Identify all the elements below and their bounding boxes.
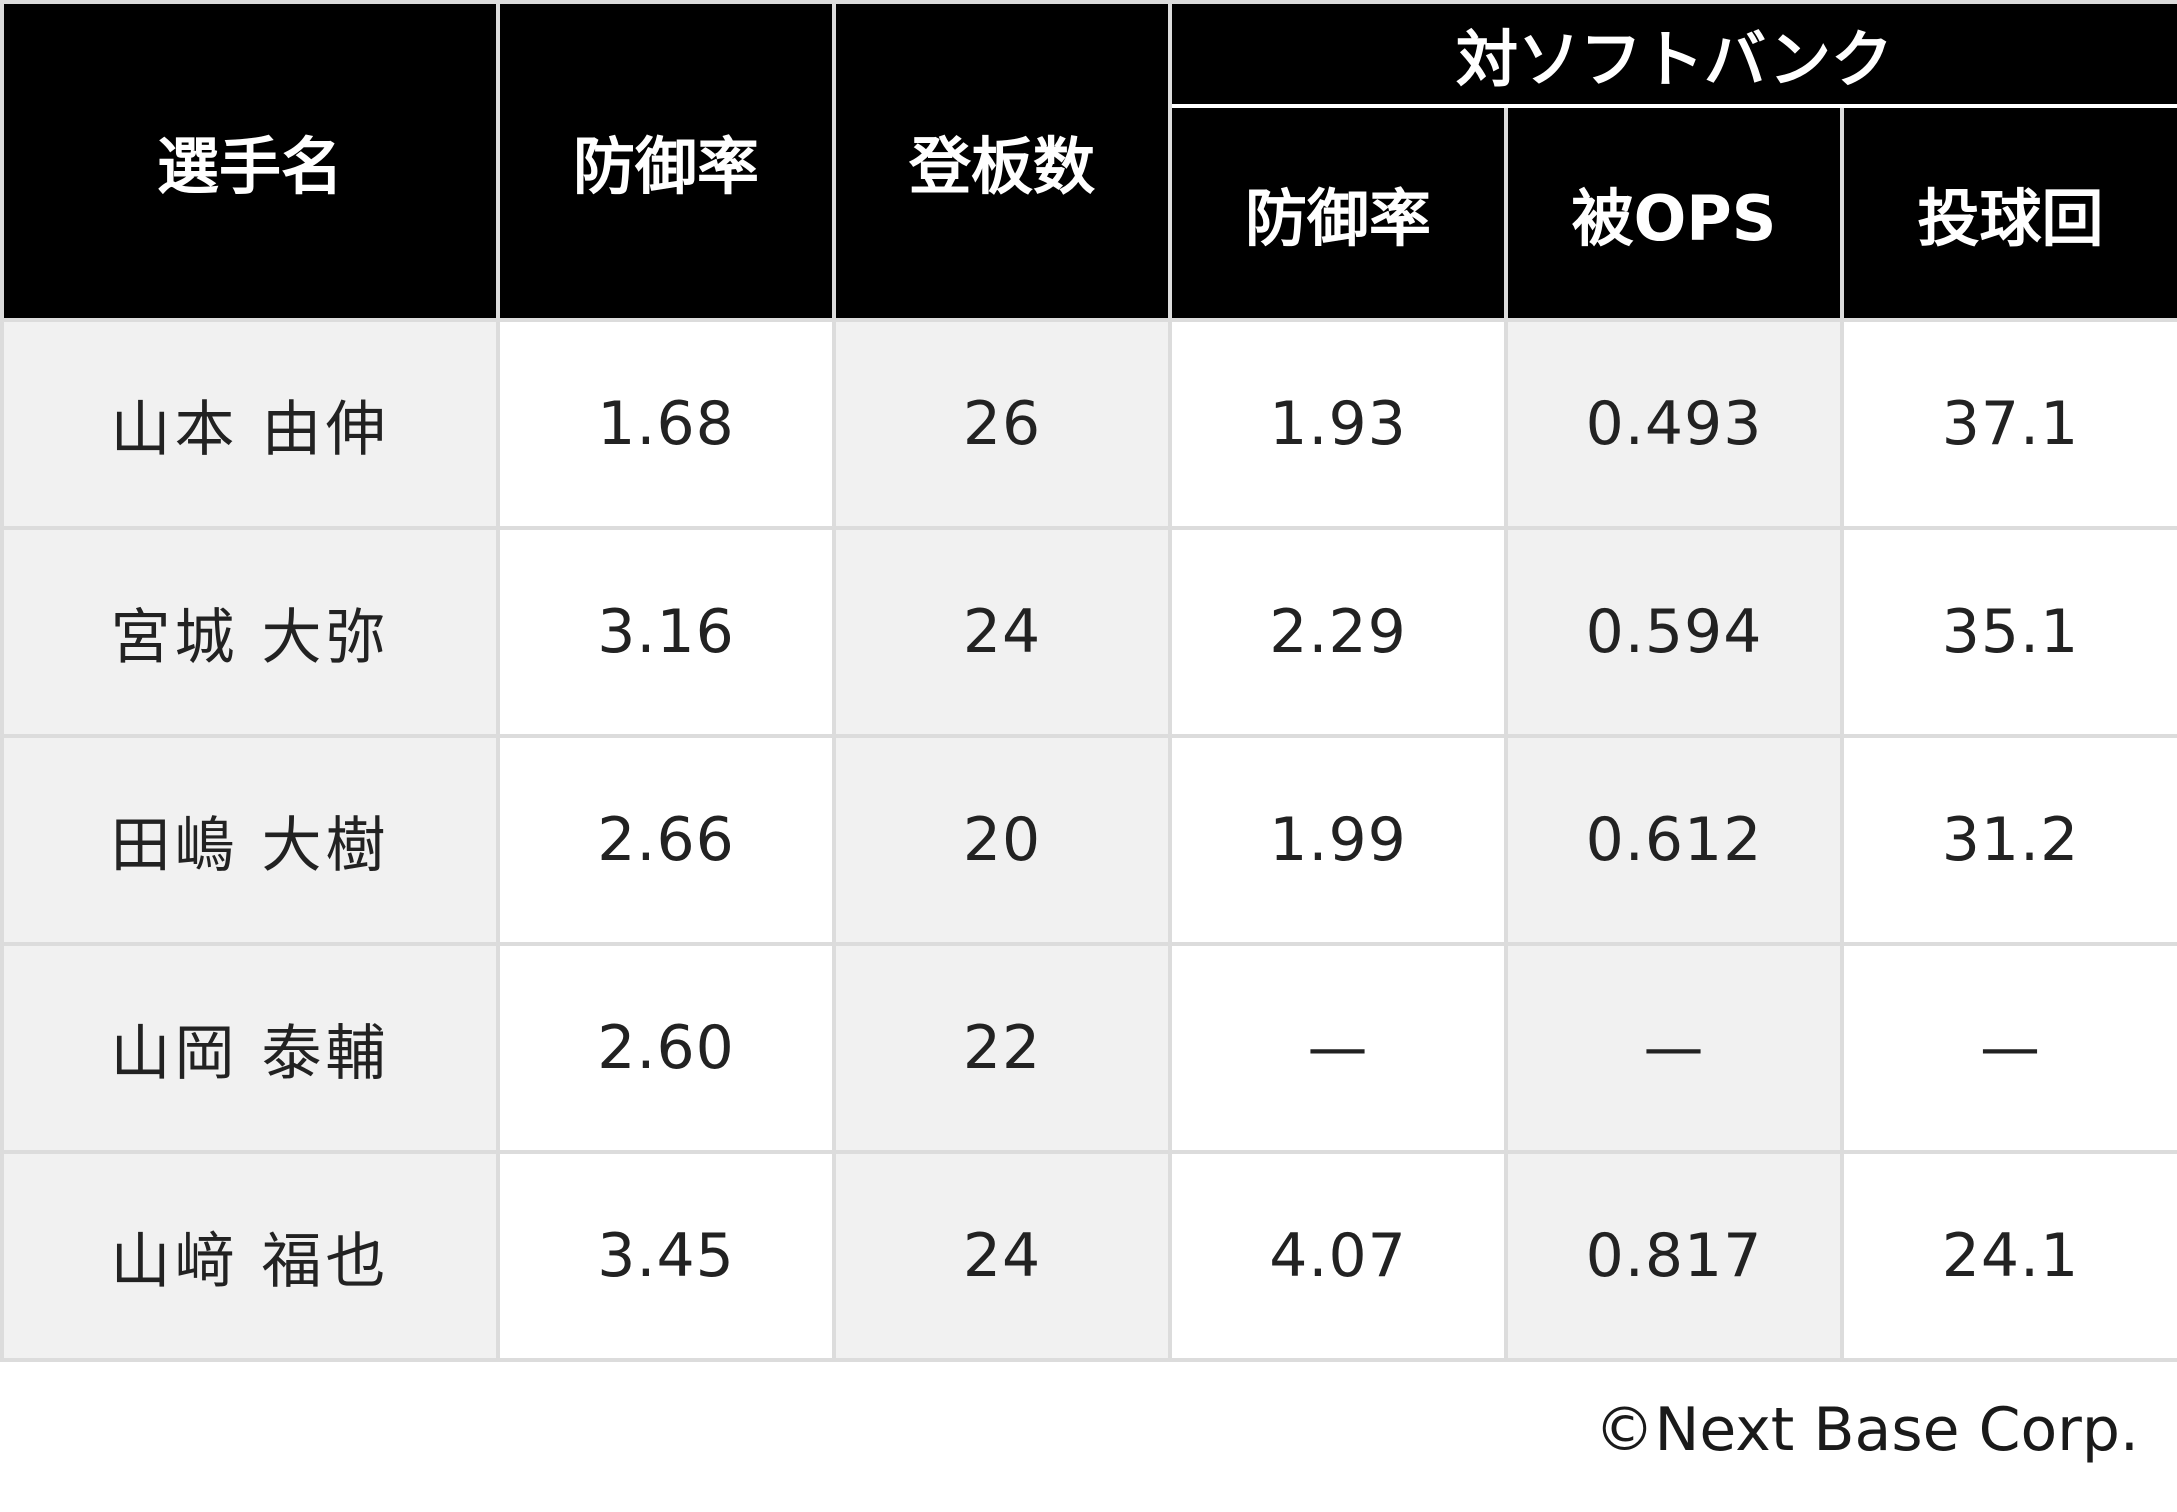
header-vs-ops: 被OPS [1504,104,1844,322]
header-vs-innings: 投球回 [1839,104,2177,322]
table-header: 選手名 防御率 登板数 対ソフトバンク 防御率 被OPS 投球回 [0,0,2177,322]
cell-vs-innings: 31.2 [1839,734,2177,946]
cell-vs-ops: 0.594 [1504,526,1844,738]
cell-player-name: 山﨑 福也 [0,1150,500,1362]
cell-vs-ops: — [1504,942,1844,1154]
header-vs-era: 防御率 [1168,104,1508,322]
cell-vs-innings: 37.1 [1839,318,2177,530]
table-row: 山岡 泰輔 2.60 22 — — — [0,942,2177,1154]
table-row: 田嶋 大樹 2.66 20 1.99 0.612 31.2 [0,734,2177,946]
cell-games: 26 [832,318,1172,530]
cell-vs-era: — [1168,942,1508,1154]
cell-player-name: 山本 由伸 [0,318,500,530]
cell-vs-ops: 0.493 [1504,318,1844,530]
cell-games: 24 [832,526,1172,738]
cell-games: 22 [832,942,1172,1154]
table-body: 山本 由伸 1.68 26 1.93 0.493 37.1 宮城 大弥 3.16… [0,318,2177,1362]
cell-vs-innings: — [1839,942,2177,1154]
header-era: 防御率 [496,0,836,322]
cell-era: 3.45 [496,1150,836,1362]
cell-vs-era: 1.99 [1168,734,1508,946]
cell-player-name: 山岡 泰輔 [0,942,500,1154]
header-games: 登板数 [832,0,1172,322]
table-row: 山本 由伸 1.68 26 1.93 0.493 37.1 [0,318,2177,530]
cell-vs-ops: 0.817 [1504,1150,1844,1362]
table-row: 宮城 大弥 3.16 24 2.29 0.594 35.1 [0,526,2177,738]
cell-player-name: 宮城 大弥 [0,526,500,738]
cell-vs-ops: 0.612 [1504,734,1844,946]
cell-player-name: 田嶋 大樹 [0,734,500,946]
header-row-sub: 防御率 被OPS 投球回 [2,104,2177,322]
cell-games: 24 [832,1150,1172,1362]
cell-vs-era: 1.93 [1168,318,1508,530]
header-player: 選手名 [0,0,500,322]
cell-vs-era: 4.07 [1168,1150,1508,1362]
table-row: 山﨑 福也 3.45 24 4.07 0.817 24.1 [0,1150,2177,1362]
cell-era: 3.16 [496,526,836,738]
cell-era: 2.66 [496,734,836,946]
cell-games: 20 [832,734,1172,946]
cell-era: 1.68 [496,318,836,530]
cell-vs-innings: 24.1 [1839,1150,2177,1362]
cell-era: 2.60 [496,942,836,1154]
cell-vs-innings: 35.1 [1839,526,2177,738]
pitcher-stats-table: 選手名 防御率 登板数 対ソフトバンク 防御率 被OPS 投球回 山本 由伸 1… [0,0,2177,1362]
stats-table-container: 選手名 防御率 登板数 対ソフトバンク 防御率 被OPS 投球回 山本 由伸 1… [0,0,2177,1362]
copyright-notice: ©Next Base Corp. [1594,1395,2139,1465]
header-vs-softbank: 対ソフトバンク [1167,0,2177,108]
header-row-top: 選手名 防御率 登板数 対ソフトバンク [0,0,2177,322]
cell-vs-era: 2.29 [1168,526,1508,738]
